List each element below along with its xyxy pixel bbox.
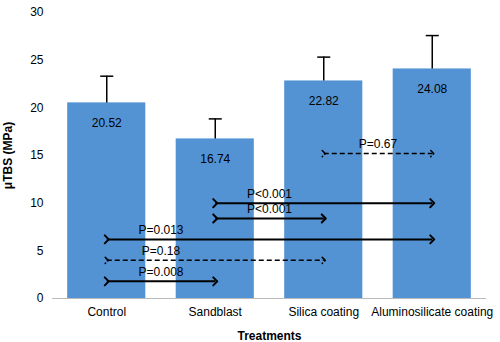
svg-text:Sandblast: Sandblast [189,305,243,319]
svg-text:P<0.001: P<0.001 [247,187,292,201]
svg-text:20.52: 20.52 [92,116,122,130]
svg-text:P=0.18: P=0.18 [142,244,181,258]
svg-text:P<0.001: P<0.001 [247,202,292,216]
svg-text:15: 15 [30,148,44,162]
svg-text:5: 5 [37,244,44,258]
svg-text:Treatments: Treatments [237,329,301,342]
svg-text:24.08: 24.08 [417,82,447,96]
svg-text:20: 20 [30,101,44,115]
svg-text:25: 25 [30,53,44,67]
svg-text:Control: Control [87,305,126,319]
svg-text:Silica coating: Silica coating [288,305,359,319]
svg-text:10: 10 [30,196,44,210]
svg-text:P=0.67: P=0.67 [359,137,398,151]
svg-text:16.74: 16.74 [200,152,230,166]
svg-text:μTBS (MPa): μTBS (MPa) [1,122,15,189]
svg-text:30: 30 [30,5,44,19]
svg-text:22.82: 22.82 [309,94,339,108]
svg-text:P=0.013: P=0.013 [138,223,183,237]
svg-text:0: 0 [37,291,44,305]
svg-text:Aluminosilicate coating: Aluminosilicate coating [371,305,493,319]
svg-text:P=0.008: P=0.008 [138,265,183,279]
